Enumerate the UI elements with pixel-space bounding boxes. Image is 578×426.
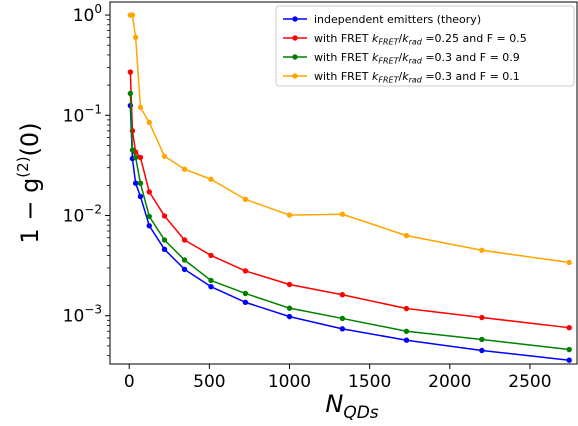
series-3-point (242, 290, 249, 297)
series-3-point (479, 336, 485, 343)
x-tick-label: 1500 (348, 372, 391, 392)
legend-marker (292, 16, 298, 22)
series-1-point (286, 313, 293, 320)
y-axis-title: 1 − g(2)(0) (14, 122, 44, 243)
legend: independent emitters (theory) with FRET k… (275, 5, 575, 87)
series-1-point (181, 266, 188, 273)
x-tick-label: 500 (193, 372, 225, 392)
series-3-point (146, 213, 152, 220)
series-4-point (132, 34, 139, 40)
series-2-point (403, 305, 410, 312)
series-line-3 (129, 93, 570, 351)
series-4-point (161, 153, 168, 159)
series-2-point (146, 189, 152, 195)
series-3-point (132, 154, 139, 161)
series-2-point (181, 237, 188, 243)
legend-marker (292, 35, 298, 41)
series-1-point (339, 326, 346, 332)
series-2-point (137, 154, 144, 161)
series-2-point (208, 252, 214, 259)
series-4-point (339, 211, 346, 217)
series-3-point (137, 180, 144, 186)
series-4-point (242, 196, 249, 203)
series-1-point (208, 283, 214, 290)
series-3-point (566, 346, 572, 353)
series-4-point (566, 259, 572, 266)
series-1-point (146, 223, 152, 229)
series-2-point (127, 69, 134, 75)
x-tick-label: 2500 (508, 372, 551, 392)
x-tick-label: 0 (124, 372, 135, 392)
series-2-point (339, 292, 346, 298)
series-1-point (479, 347, 485, 354)
series-1-point (242, 299, 249, 306)
series-4-point (286, 212, 293, 218)
legend-entry-4: with FRET kFRET/krad =0.3 and F = 0.1 (314, 70, 520, 85)
plot-area-frame (109, 1, 578, 365)
x-axis: 0 500 1000 1500 2000 2500 (124, 364, 552, 392)
legend-entry-3: with FRET kFRET/krad =0.3 and F = 0.9 (314, 51, 520, 66)
legend-marker (292, 73, 298, 79)
series-4-point (208, 176, 214, 182)
series-3-point (403, 328, 410, 334)
series-1-point (161, 246, 168, 253)
legend-box (275, 5, 575, 87)
series-3-point (208, 277, 214, 284)
series-3-point (286, 305, 293, 311)
series-2-point (566, 324, 572, 331)
y-tick-label: 10−3 (63, 303, 102, 327)
legend-marker (292, 54, 298, 60)
series-4-point (403, 232, 410, 239)
x-tick-label: 1000 (268, 372, 311, 392)
series-4-point (146, 119, 152, 126)
y-tick-label: 10−2 (63, 203, 102, 227)
y-tick-label: 10−1 (63, 102, 102, 126)
series-3-point (127, 90, 134, 97)
y-axis: 10−3 10−2 10−1 100 (63, 2, 110, 357)
x-axis-title: NQDs (325, 390, 378, 423)
series-layer (127, 12, 572, 363)
series-1-point (403, 337, 410, 343)
series-line-1 (129, 105, 570, 361)
series-3-point (181, 257, 188, 263)
series-4-point (479, 247, 485, 253)
legend-entry-1: independent emitters (theory) (314, 13, 481, 26)
series-4-point (129, 12, 136, 18)
series-1-point (132, 180, 139, 186)
series-4-point (181, 166, 188, 172)
y-tick-label: 100 (73, 2, 102, 26)
series-1-point (137, 193, 144, 200)
series-1-point (566, 357, 572, 363)
series-2-point (286, 281, 293, 288)
legend-entry-2: with FRET kFRET/krad =0.25 and F = 0.5 (314, 32, 527, 47)
series-4-point (137, 104, 144, 111)
series-3-point (129, 147, 136, 153)
series-3-point (161, 237, 168, 243)
x-tick-label: 2000 (428, 372, 471, 392)
series-line-4 (130, 14, 570, 264)
series-2-point (242, 268, 249, 274)
series-line-2 (129, 72, 570, 329)
series-3-point (339, 315, 346, 322)
series-2-point (479, 314, 485, 321)
series-2-point (161, 213, 168, 219)
